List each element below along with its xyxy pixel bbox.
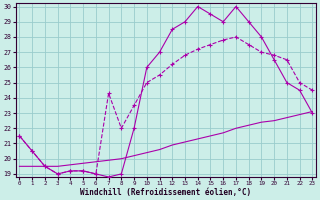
X-axis label: Windchill (Refroidissement éolien,°C): Windchill (Refroidissement éolien,°C) <box>80 188 252 197</box>
